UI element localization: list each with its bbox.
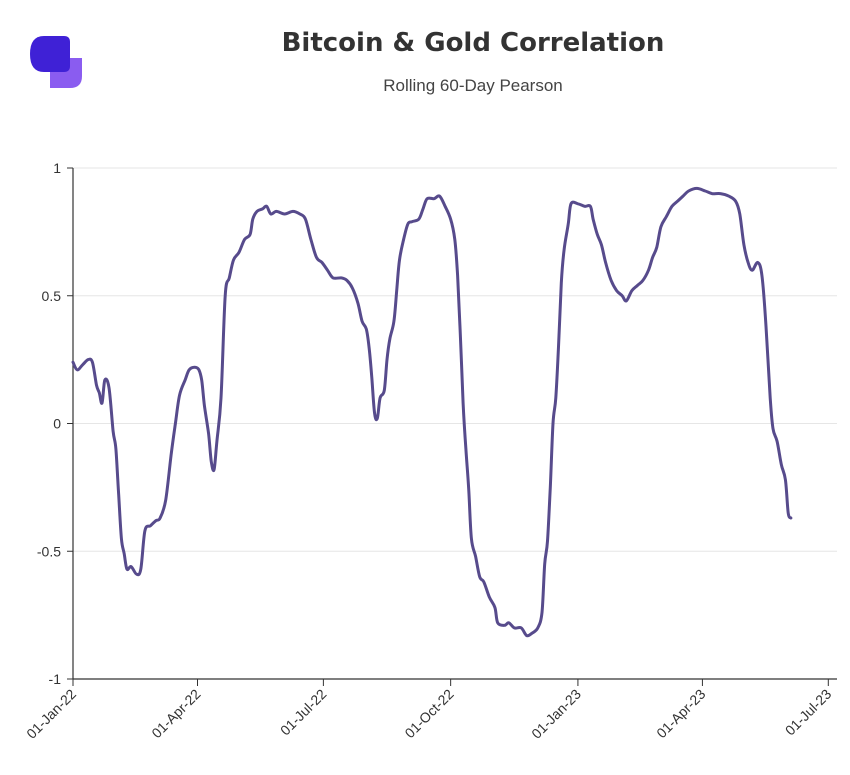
x-axis-ticks: 01-Jan-22 01-Apr-22 01-Jul-22 01-Oct-22 01-J… bbox=[23, 679, 835, 742]
series-layer bbox=[71, 186, 793, 638]
y-tick-label: -0.5 bbox=[37, 543, 61, 559]
x-tick-label: 01-Oct-22 bbox=[401, 686, 456, 741]
y-tick-label: -1 bbox=[49, 671, 62, 687]
logo-dark-shape bbox=[30, 36, 70, 72]
chart-title: Bitcoin & Gold Correlation bbox=[281, 28, 665, 58]
y-axis-ticks: 1 0.5 0 -0.5 -1 bbox=[37, 160, 73, 687]
x-tick-label: 01-Jan-23 bbox=[528, 686, 584, 742]
y-tick-label: 1 bbox=[53, 160, 61, 176]
gridlines bbox=[73, 167, 837, 552]
x-tick-label: 01-Apr-23 bbox=[653, 686, 708, 741]
brand-logo-icon bbox=[30, 36, 82, 88]
x-tick-label: 01-Jul-22 bbox=[277, 686, 330, 739]
chart-subtitle: Rolling 60-Day Pearson bbox=[383, 76, 563, 95]
y-tick-label: 0 bbox=[53, 416, 61, 432]
y-tick-label: 0.5 bbox=[42, 288, 62, 304]
correlation-series-line bbox=[71, 186, 793, 638]
x-tick-label: 01-Jul-23 bbox=[782, 686, 835, 739]
x-tick-label: 01-Apr-22 bbox=[148, 686, 203, 741]
x-tick-label: 01-Jan-22 bbox=[23, 686, 79, 742]
